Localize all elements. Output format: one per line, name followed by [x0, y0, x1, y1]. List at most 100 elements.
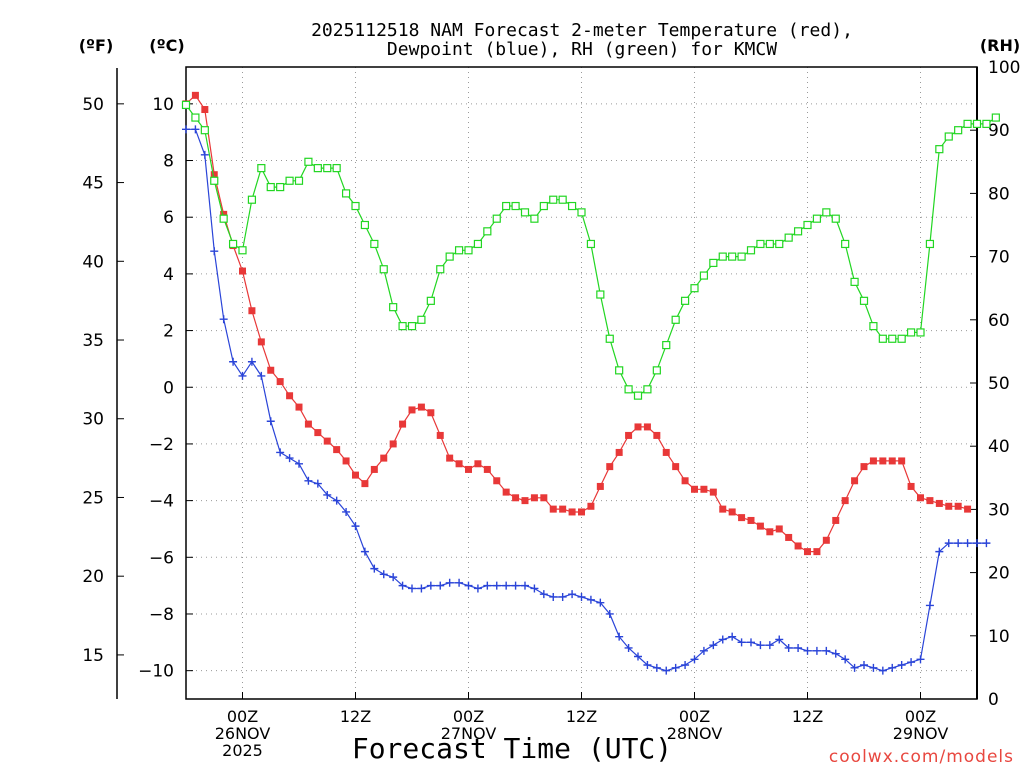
- data-point: [520, 208, 530, 217]
- x-axis-title: Forecast Time (UTC): [352, 732, 672, 765]
- data-point: [238, 246, 247, 255]
- data-point: [333, 446, 341, 454]
- data-point: [756, 641, 765, 650]
- celsius-tick-label: 4: [163, 265, 174, 285]
- time-tick-label: 26NOV: [215, 724, 271, 743]
- data-point: [718, 252, 727, 261]
- data-point: [784, 643, 793, 652]
- series-line: [186, 128, 987, 672]
- data-point: [239, 267, 246, 275]
- data-point: [728, 508, 736, 516]
- time-tick-label: 12Z: [566, 707, 597, 726]
- data-point: [436, 431, 444, 439]
- data-point: [201, 106, 209, 114]
- data-point: [493, 477, 501, 485]
- data-point: [747, 516, 755, 524]
- fahrenheit-tick-label: 45: [82, 174, 104, 194]
- data-point: [351, 522, 360, 531]
- data-point: [775, 239, 784, 249]
- data-point: [850, 277, 859, 286]
- data-point: [474, 460, 482, 468]
- data-point: [276, 182, 285, 192]
- data-point: [672, 463, 680, 471]
- data-point: [379, 265, 388, 274]
- data-point: [521, 581, 529, 590]
- data-point: [389, 573, 398, 582]
- data-point: [220, 210, 228, 218]
- data-point: [483, 465, 491, 473]
- celsius-tick-label: −4: [149, 492, 174, 512]
- data-point: [841, 655, 850, 664]
- data-point: [521, 497, 529, 505]
- rh-tick-label: 0: [988, 690, 999, 710]
- data-point: [379, 570, 388, 579]
- data-point: [285, 176, 294, 185]
- chart-title-line1: 2025112518 NAM Forecast 2-meter Temperat…: [311, 20, 853, 41]
- data-point: [512, 494, 520, 502]
- data-point: [399, 420, 407, 428]
- data-point: [747, 638, 755, 647]
- data-point: [972, 119, 982, 128]
- data-point: [342, 457, 350, 465]
- data-point: [680, 296, 690, 305]
- data-point: [549, 505, 557, 513]
- data-point: [247, 357, 256, 366]
- data-point: [370, 564, 379, 573]
- data-point: [615, 448, 623, 456]
- data-point: [766, 528, 774, 536]
- data-point: [860, 463, 868, 471]
- fahrenheit-tick-label: 30: [82, 410, 104, 430]
- data-point: [407, 322, 417, 331]
- data-point: [945, 502, 953, 510]
- data-point: [445, 252, 454, 261]
- time-tick-label: 12Z: [340, 707, 371, 726]
- fahrenheit-unit-label: (ºF): [79, 36, 114, 55]
- data-point: [540, 494, 548, 502]
- data-point: [200, 150, 209, 159]
- fahrenheit-tick-label: 20: [82, 567, 104, 587]
- data-point: [709, 641, 718, 650]
- rh-tick-label: 60: [988, 311, 1010, 331]
- data-point: [662, 666, 671, 675]
- data-point: [935, 499, 943, 507]
- fahrenheit-tick-label: 50: [82, 95, 104, 115]
- data-point: [765, 641, 774, 650]
- data-point: [295, 403, 303, 411]
- fahrenheit-tick-label: 40: [82, 252, 104, 272]
- data-point: [869, 663, 878, 672]
- data-point: [907, 482, 915, 490]
- data-point: [323, 164, 332, 173]
- data-point: [408, 406, 416, 414]
- data-point: [793, 227, 803, 236]
- data-point: [465, 465, 472, 473]
- data-point: [944, 132, 953, 141]
- data-point: [436, 581, 445, 590]
- data-point: [398, 322, 407, 331]
- data-point: [558, 195, 567, 204]
- data-point: [229, 357, 238, 366]
- celsius-tick-label: 8: [163, 152, 174, 172]
- data-point: [304, 420, 312, 428]
- data-point: [756, 239, 765, 249]
- rh-unit-label: (RH): [980, 36, 1020, 55]
- data-point: [352, 471, 359, 479]
- series-temperature: [182, 91, 972, 556]
- data-point: [624, 643, 633, 652]
- rh-tick-label: 10: [988, 627, 1010, 647]
- data-point: [888, 663, 897, 672]
- data-point: [549, 592, 558, 601]
- data-point: [210, 176, 219, 185]
- data-point: [691, 485, 698, 493]
- data-point: [257, 164, 266, 173]
- rh-tick-label: 50: [988, 374, 1010, 394]
- data-point: [907, 658, 916, 667]
- data-point: [681, 660, 690, 669]
- celsius-tick-label: 2: [163, 322, 174, 342]
- data-point: [879, 457, 887, 465]
- data-point: [944, 539, 953, 548]
- data-point: [455, 460, 463, 468]
- data-point: [737, 252, 746, 261]
- data-point: [625, 431, 633, 439]
- data-point: [360, 220, 370, 230]
